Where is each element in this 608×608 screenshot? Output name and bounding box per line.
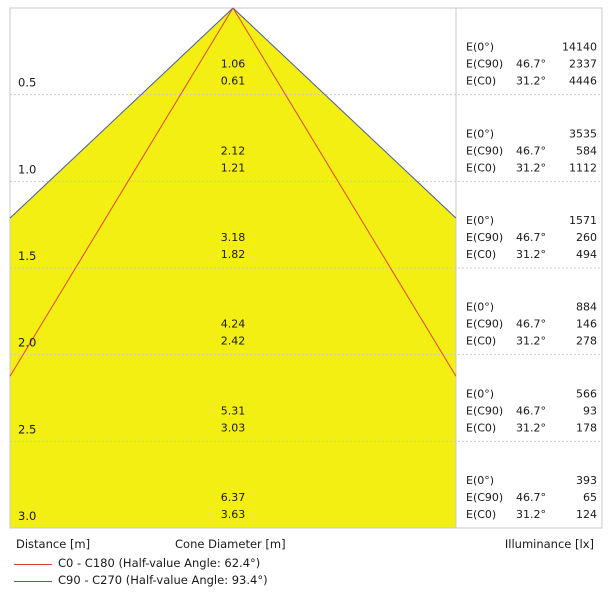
distance-tick: 2.5 — [18, 422, 36, 436]
illuminance-ec90-value: 2337 — [569, 58, 597, 71]
distance-tick: 1.0 — [18, 162, 36, 176]
illuminance-ec0-angle: 31.2° — [516, 248, 546, 261]
illuminance-ec90-label: E(C90) — [466, 58, 503, 71]
illuminance-ec90-value: 584 — [576, 144, 597, 157]
illuminance-e0-value: 3535 — [569, 127, 597, 140]
illuminance-ec90-label: E(C90) — [466, 231, 503, 244]
illuminance-ec0-value: 278 — [576, 335, 597, 348]
cone-c0-c180-right-edge — [232, 7, 457, 377]
illuminance-ec0-label: E(C0) — [466, 421, 496, 434]
cone-c0-c180-left-edge — [9, 7, 234, 377]
illuminance-ec90-label: E(C90) — [466, 491, 503, 504]
diameter-c90-value: 6.37 — [221, 491, 246, 504]
illuminance-e0-value: 1571 — [569, 214, 597, 227]
illuminance-ec90-angle: 46.7° — [516, 491, 546, 504]
diameter-c90-value: 1.06 — [221, 58, 246, 71]
illuminance-e0-label: E(0°) — [466, 41, 494, 54]
axis-label-illuminance: Illuminance [lx] — [504, 537, 594, 551]
diameter-c90-value: 2.12 — [221, 144, 246, 157]
illuminance-ec90-value: 65 — [583, 491, 597, 504]
diameter-c0-value: 3.03 — [221, 421, 246, 434]
illuminance-ec90-angle: 46.7° — [516, 231, 546, 244]
axis-label-distance: Distance [m] — [16, 537, 91, 551]
illuminance-ec0-label: E(C0) — [466, 508, 496, 521]
distance-tick: 0.5 — [18, 76, 36, 90]
diameter-c0-value: 1.82 — [221, 248, 246, 261]
illuminance-ec0-label: E(C0) — [466, 161, 496, 174]
diameter-c90-value: 5.31 — [221, 404, 246, 417]
illuminance-e0-label: E(0°) — [466, 387, 494, 400]
illuminance-ec0-value: 124 — [576, 508, 597, 521]
diameter-c90-value: 3.18 — [221, 231, 246, 244]
legend-label-c0-c180: C0 - C180 (Half-value Angle: 62.4°) — [58, 556, 261, 570]
diameter-c0-value: 1.21 — [221, 161, 246, 174]
illuminance-ec0-value: 1112 — [569, 161, 597, 174]
illuminance-ec90-angle: 46.7° — [516, 318, 546, 331]
illuminance-ec0-value: 178 — [576, 421, 597, 434]
illuminance-e0-value: 393 — [576, 474, 597, 487]
illuminance-ec0-label: E(C0) — [466, 75, 496, 88]
cone-c90-c270-fill — [10, 8, 456, 528]
illuminance-ec90-label: E(C90) — [466, 144, 503, 157]
illuminance-ec0-angle: 31.2° — [516, 75, 546, 88]
illuminance-ec0-angle: 31.2° — [516, 335, 546, 348]
illuminance-ec90-value: 93 — [583, 404, 597, 417]
distance-tick: 3.0 — [18, 509, 36, 523]
illuminance-e0-label: E(0°) — [466, 214, 494, 227]
distance-tick: 2.0 — [18, 336, 36, 350]
cone-c90-c270-right-edge — [232, 7, 457, 219]
diameter-c0-value: 3.63 — [221, 508, 246, 521]
illuminance-ec90-label: E(C90) — [466, 318, 503, 331]
diameter-c0-value: 0.61 — [221, 75, 246, 88]
illuminance-ec90-value: 260 — [576, 231, 597, 244]
illuminance-ec90-angle: 46.7° — [516, 144, 546, 157]
illuminance-ec90-value: 146 — [576, 318, 597, 331]
illuminance-ec0-value: 494 — [576, 248, 597, 261]
illuminance-e0-label: E(0°) — [466, 127, 494, 140]
illuminance-ec0-value: 4446 — [569, 75, 597, 88]
legend-label-c90-c270: C90 - C270 (Half-value Angle: 93.4°) — [58, 573, 268, 587]
illuminance-ec0-angle: 31.2° — [516, 161, 546, 174]
cone-c90-c270-left-edge — [9, 7, 234, 219]
illuminance-e0-value: 14140 — [562, 41, 597, 54]
legend-swatch-c0-c180 — [14, 564, 52, 565]
illuminance-e0-label: E(0°) — [466, 301, 494, 314]
illuminance-e0-value: 566 — [576, 387, 597, 400]
legend-swatch-c90-c270 — [14, 581, 52, 582]
diameter-c90-value: 4.24 — [221, 318, 246, 331]
illuminance-ec90-angle: 46.7° — [516, 404, 546, 417]
illuminance-ec0-label: E(C0) — [466, 335, 496, 348]
distance-tick: 1.5 — [18, 249, 36, 263]
diameter-c0-value: 2.42 — [221, 335, 246, 348]
illuminance-ec90-angle: 46.7° — [516, 58, 546, 71]
axis-label-diameter: Cone Diameter [m] — [175, 537, 286, 551]
illuminance-ec0-label: E(C0) — [466, 248, 496, 261]
illuminance-ec0-angle: 31.2° — [516, 508, 546, 521]
illuminance-e0-label: E(0°) — [466, 474, 494, 487]
illuminance-e0-value: 884 — [576, 301, 597, 314]
illuminance-ec90-label: E(C90) — [466, 404, 503, 417]
illuminance-ec0-angle: 31.2° — [516, 421, 546, 434]
